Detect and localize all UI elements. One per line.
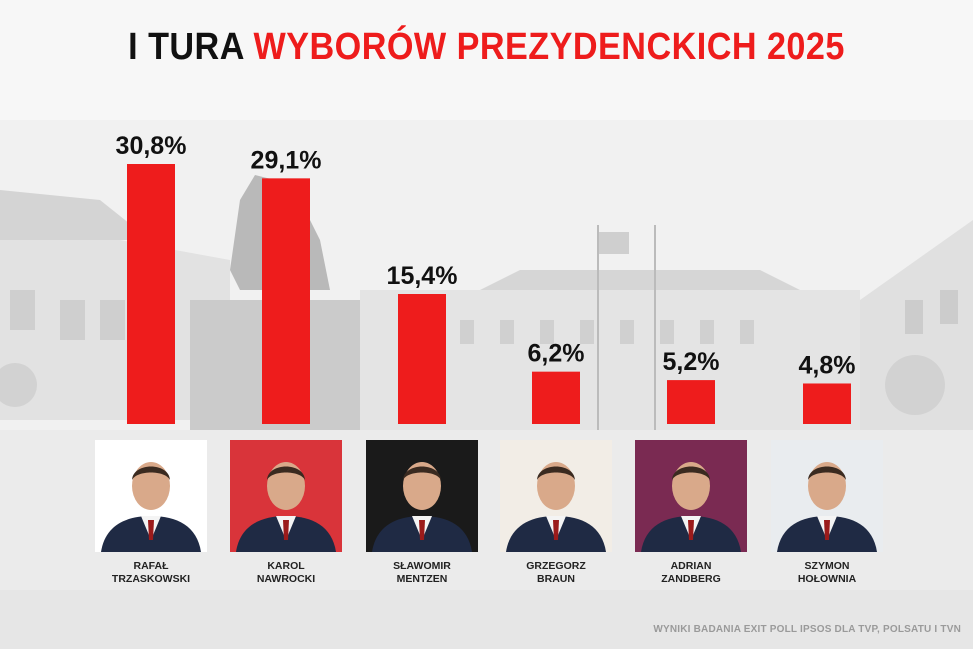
candidate-last-name: ZANDBERG xyxy=(661,573,721,585)
candidate-name-4: GRZEGORZ BRAUN xyxy=(486,560,626,586)
candidate-photo-2 xyxy=(230,440,342,552)
bar-1 xyxy=(127,164,175,424)
bar-3 xyxy=(398,294,446,424)
candidate-first-name: SŁAWOMIR xyxy=(393,560,451,572)
candidate-portrait-icon xyxy=(372,462,472,552)
candidate-portrait-icon xyxy=(101,462,201,552)
bar-2 xyxy=(262,178,310,424)
candidate-photo-1 xyxy=(95,440,207,552)
candidate-name-6: SZYMON HOŁOWNIA xyxy=(757,560,897,586)
candidate-name-3: SŁAWOMIR MENTZEN xyxy=(352,560,492,586)
bar-value-label-6: 4,8% xyxy=(799,351,856,379)
candidate-last-name: TRZASKOWSKI xyxy=(111,573,191,585)
bar-value-label-2: 29,1% xyxy=(251,146,322,174)
candidate-last-name: MENTZEN xyxy=(396,573,448,585)
candidate-first-name: SZYMON xyxy=(804,560,850,572)
candidate-first-name: RAFAŁ xyxy=(133,560,169,572)
candidate-portrait-icon xyxy=(236,462,336,552)
candidate-name-2: KAROL NAWROCKI xyxy=(216,560,356,586)
candidate-first-name: KAROL xyxy=(267,560,305,572)
candidate-photo-3 xyxy=(366,440,478,552)
title-part-red: WYBORÓW PREZYDENCKICH 2025 xyxy=(253,26,845,68)
candidate-photo-5 xyxy=(635,440,747,552)
candidate-last-name: BRAUN xyxy=(537,573,575,585)
candidate-name-1: RAFAŁ TRZASKOWSKI xyxy=(81,560,221,586)
candidate-portrait-icon xyxy=(641,462,741,552)
bar-5 xyxy=(667,380,715,424)
candidate-portrait-icon xyxy=(506,462,606,552)
candidate-portrait-icon xyxy=(777,462,877,552)
bar-value-label-4: 6,2% xyxy=(528,340,585,368)
title-part-black: I TURA xyxy=(128,26,244,68)
chart-title: I TURA WYBORÓW PREZYDENCKICH 2025 xyxy=(49,26,925,69)
candidate-first-name: GRZEGORZ xyxy=(526,560,586,572)
candidate-first-name: ADRIAN xyxy=(670,560,712,572)
bar-value-label-1: 30,8% xyxy=(116,132,187,160)
bar-6 xyxy=(803,383,851,424)
bar-value-label-3: 15,4% xyxy=(387,262,458,290)
bar-value-label-5: 5,2% xyxy=(663,348,720,376)
source-note: WYNIKI BADANIA EXIT POLL IPSOS DLA TVP, … xyxy=(653,624,961,635)
candidate-last-name: HOŁOWNIA xyxy=(797,573,857,585)
candidate-last-name: NAWROCKI xyxy=(256,573,316,585)
candidate-photo-6 xyxy=(771,440,883,552)
candidate-name-5: ADRIAN ZANDBERG xyxy=(621,560,761,586)
candidate-photo-4 xyxy=(500,440,612,552)
bar-4 xyxy=(532,371,580,424)
